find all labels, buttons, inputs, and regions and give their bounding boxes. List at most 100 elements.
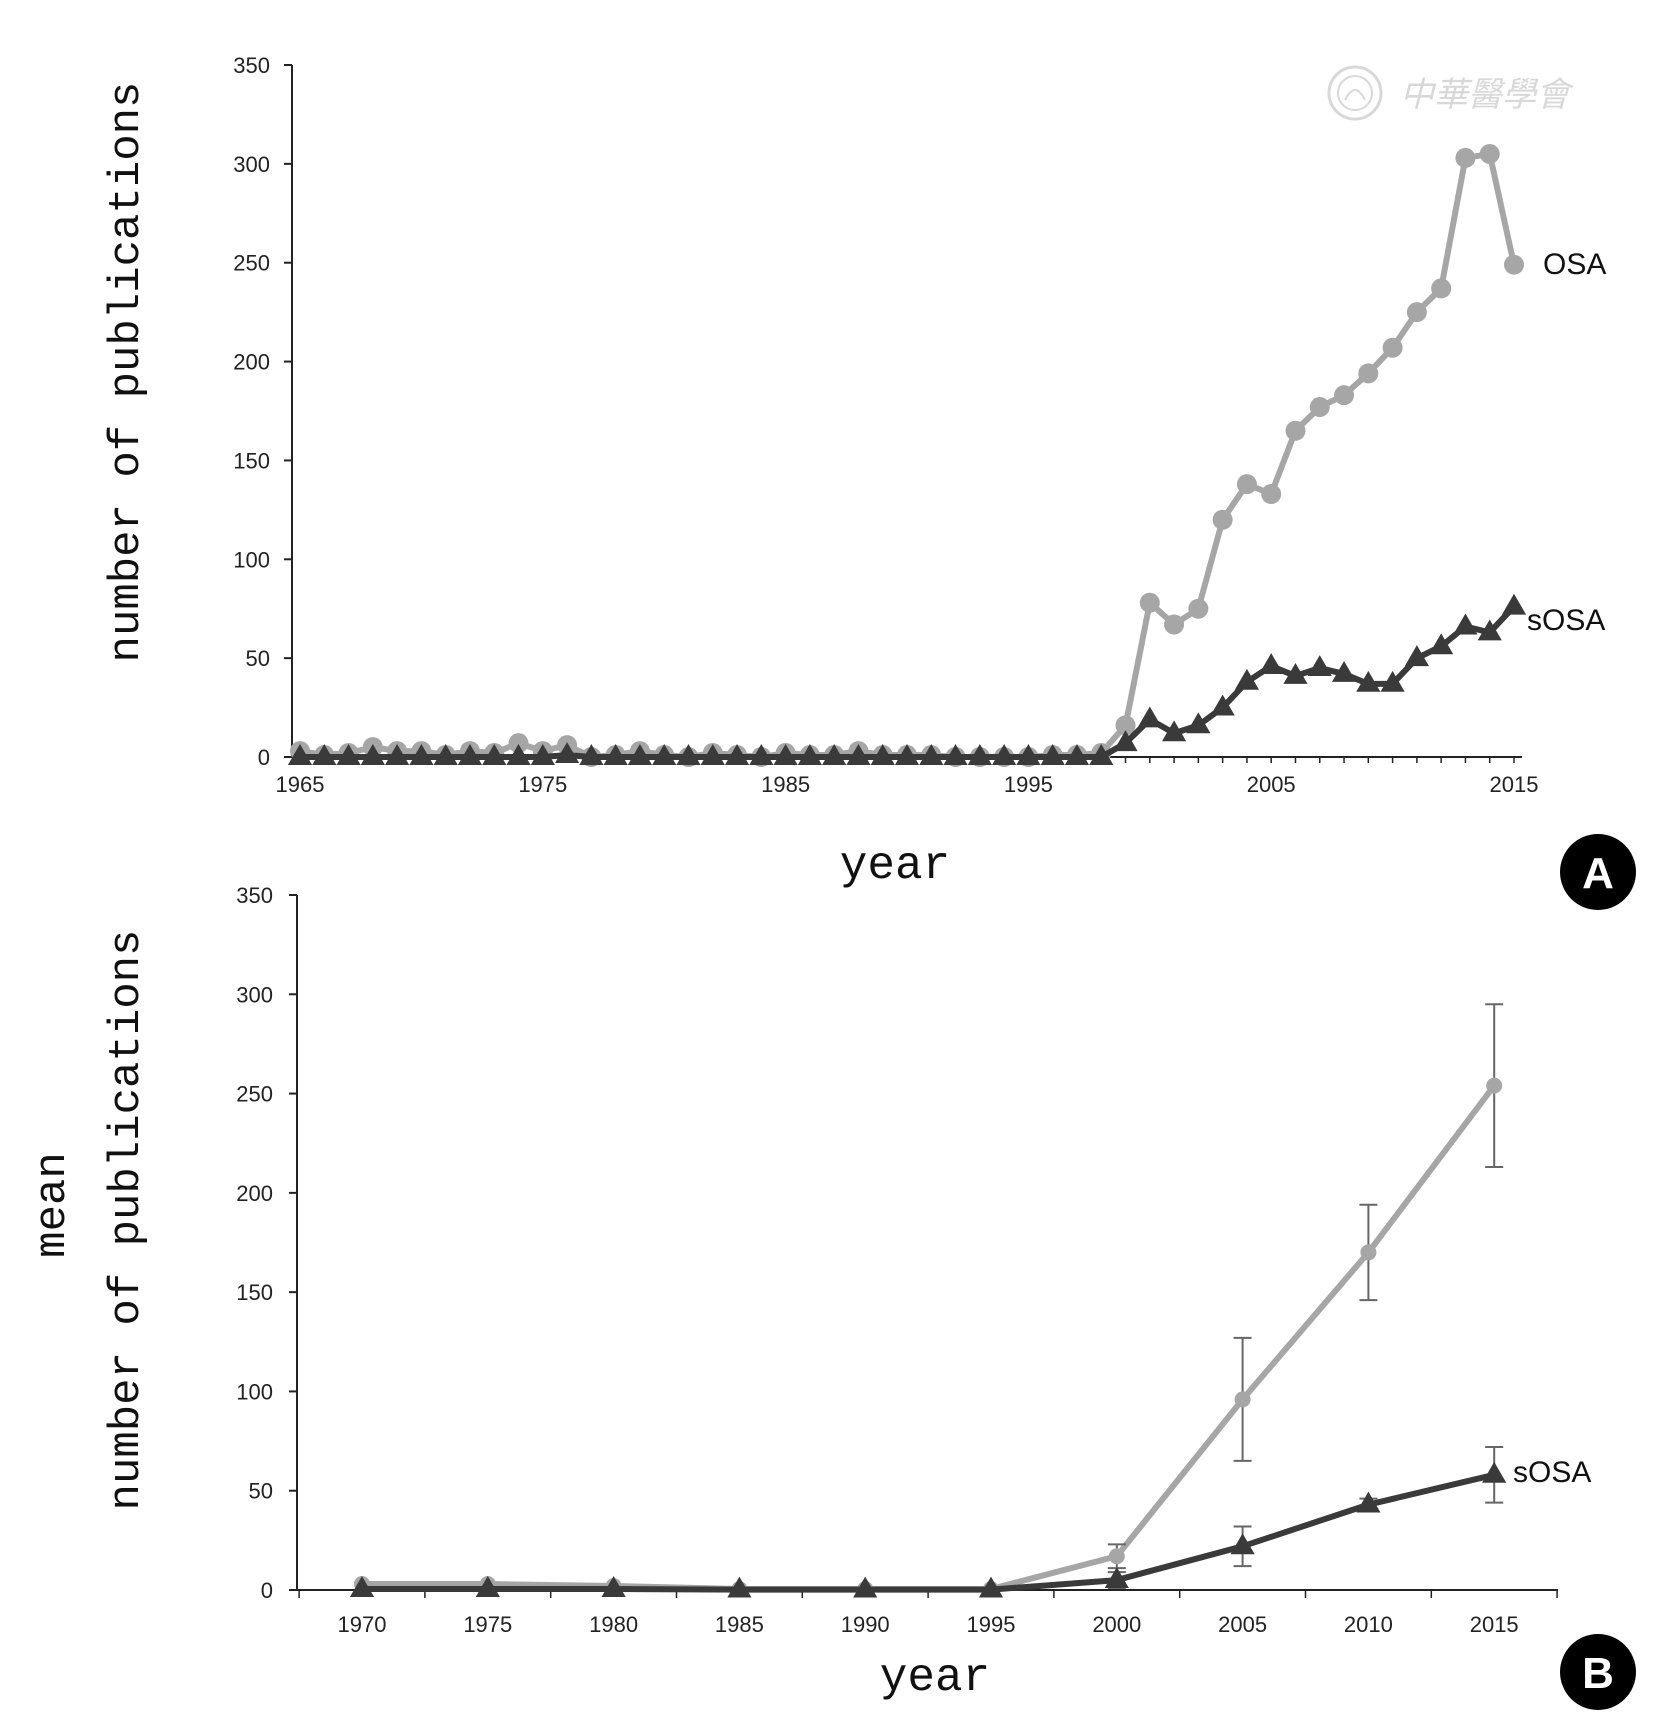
chart-a-sosa-point: [506, 744, 531, 765]
chart-a-sosa-point: [385, 744, 410, 765]
chart-a-sosa-point: [336, 744, 361, 765]
chart-b-x-tick-label: 1990: [841, 1612, 890, 1637]
chart-a-x-axis-title: year: [840, 840, 950, 892]
panel-badge-b: B: [1560, 1634, 1636, 1710]
chart-a-sosa-point: [870, 744, 895, 765]
chart-a-sosa-point: [554, 742, 580, 763]
chart-b-osa-point: [1234, 1391, 1251, 1408]
chart-a-sosa-point: [992, 744, 1017, 765]
chart-b-osa-line: [362, 1083, 1497, 1593]
chart-b-sosa-point: [1482, 1461, 1507, 1483]
chart-a-sosa-point: [1356, 670, 1381, 692]
series-label-osa: OSA: [1543, 248, 1606, 281]
chart-a-x-tick-label: 1995: [1004, 772, 1053, 797]
chart-panel-a: 0 50 100 150 200 250 300 350 1965 1975 1985 1995 20…: [102, 53, 1636, 910]
panel-badge-a-label: A: [1582, 849, 1614, 898]
chart-a-sosa-point: [1016, 744, 1041, 765]
chart-a-sosa-point: [603, 744, 628, 765]
chart-a-osa-point: [1212, 509, 1233, 530]
chart-a-series: [287, 143, 1527, 767]
chart-a-y-tick-label: 300: [233, 152, 270, 177]
chart-a-sosa-point: [530, 744, 555, 765]
chart-a-sosa-point: [1404, 645, 1429, 667]
chart-a-osa-point: [1139, 592, 1160, 613]
chart-b-y-axis-title-line1: mean: [28, 1152, 78, 1258]
chart-a-sosa-point: [1089, 744, 1114, 765]
chart-a-osa-point: [1261, 484, 1282, 505]
chart-a-osa-point: [1479, 143, 1500, 164]
chart-a-sosa-point: [312, 744, 337, 765]
chart-a-sosa-point: [1501, 593, 1527, 615]
chart-b-y-tick-label: 100: [236, 1379, 273, 1404]
chart-b-osa-point: [1108, 1548, 1125, 1565]
chart-a-sosa-line: [300, 604, 1517, 760]
chart-a-sosa-point: [797, 744, 822, 765]
chart-b-sosa-point: [1104, 1567, 1129, 1589]
chart-b-sosa-point: [853, 1576, 878, 1598]
chart-b-sosa-line: [362, 1471, 1495, 1593]
seal-icon: [1327, 65, 1383, 121]
chart-a-osa-point: [1504, 254, 1524, 275]
panel-badge-b-label: B: [1582, 1649, 1614, 1698]
chart-a-sosa-point: [1380, 670, 1405, 692]
chart-a-y-tick-label: 250: [233, 251, 270, 276]
chart-a-sosa-point: [1137, 706, 1162, 728]
watermark-text: 中華醫學會: [1400, 75, 1575, 115]
chart-a-sosa-point: [287, 744, 313, 765]
chart-b-x-ticks: 1970 1975 1980 1985 1990 1995 2000 2005 2010 2015: [298, 1590, 1558, 1637]
watermark: 中華醫學會: [1327, 65, 1575, 121]
chart-a-osa-point: [1334, 385, 1355, 406]
chart-a-y-tick-label: 50: [246, 646, 270, 671]
chart-a-sosa-point: [482, 744, 507, 765]
chart-a-sosa-point: [457, 744, 483, 765]
chart-a-y-tick-label: 200: [233, 350, 270, 375]
chart-b-osa-point: [1360, 1244, 1377, 1261]
chart-b-x-tick-label: 1985: [715, 1612, 764, 1637]
chart-a-osa-point: [1188, 598, 1209, 619]
chart-b-sosa-point: [349, 1576, 375, 1597]
chart-a-sosa-point: [1429, 633, 1454, 655]
chart-a-sosa-point: [1186, 712, 1211, 734]
chart-a-osa-line: [299, 150, 1517, 760]
chart-b-sosa-point: [1356, 1491, 1381, 1513]
chart-b-x-tick-label: 1975: [463, 1612, 512, 1637]
chart-a-sosa-point: [1283, 662, 1308, 684]
chart-a-sosa-point: [579, 744, 604, 765]
chart-a-osa-point: [1382, 337, 1403, 358]
chart-a-axes: [291, 65, 1522, 758]
chart-a-sosa-point: [360, 744, 385, 765]
chart-a-x-tick-label: 1985: [761, 772, 810, 797]
chart-a-sosa-point: [846, 744, 871, 765]
chart-b-y-tick-label: 200: [236, 1181, 273, 1206]
chart-a-osa-point: [1455, 147, 1476, 168]
chart-b-osa-point: [1486, 1077, 1503, 1094]
chart-a-sosa-point: [409, 744, 434, 765]
chart-a-y-tick-label: 350: [233, 53, 270, 78]
chart-a-y-ticks: 0 50 100 150 200 250 300 350: [233, 53, 292, 770]
chart-b-sosa-point: [1230, 1533, 1255, 1555]
chart-a-x-tick-label: 2015: [1490, 772, 1539, 797]
chart-b-x-tick-label: 1995: [967, 1612, 1016, 1637]
chart-b-y-tick-label: 300: [236, 982, 273, 1007]
chart-a-sosa-point: [724, 744, 750, 765]
series-label-sosa-a: sOSA: [1527, 604, 1605, 637]
chart-b-x-tick-label: 1970: [338, 1612, 387, 1637]
chart-a-osa-point: [1164, 614, 1185, 635]
chart-b-x-tick-label: 2010: [1344, 1612, 1393, 1637]
chart-b-y-tick-label: 0: [261, 1578, 273, 1603]
chart-b-sosa-point: [978, 1576, 1004, 1598]
chart-a-sosa-point: [1040, 744, 1065, 765]
chart-a-sosa-point: [1064, 744, 1090, 765]
chart-b-y-tick-label: 250: [236, 1082, 273, 1107]
chart-a-osa-point: [1309, 397, 1330, 418]
chart-a-sosa-point: [967, 744, 992, 765]
chart-a-sosa-point: [700, 744, 725, 765]
chart-a-osa-point: [508, 733, 529, 754]
chart-a-sosa-point: [652, 744, 677, 765]
chart-a-sosa-point: [919, 744, 944, 765]
chart-a-sosa-point: [749, 744, 774, 765]
chart-a-sosa-point: [773, 744, 798, 765]
chart-a-osa-point: [1358, 363, 1379, 384]
